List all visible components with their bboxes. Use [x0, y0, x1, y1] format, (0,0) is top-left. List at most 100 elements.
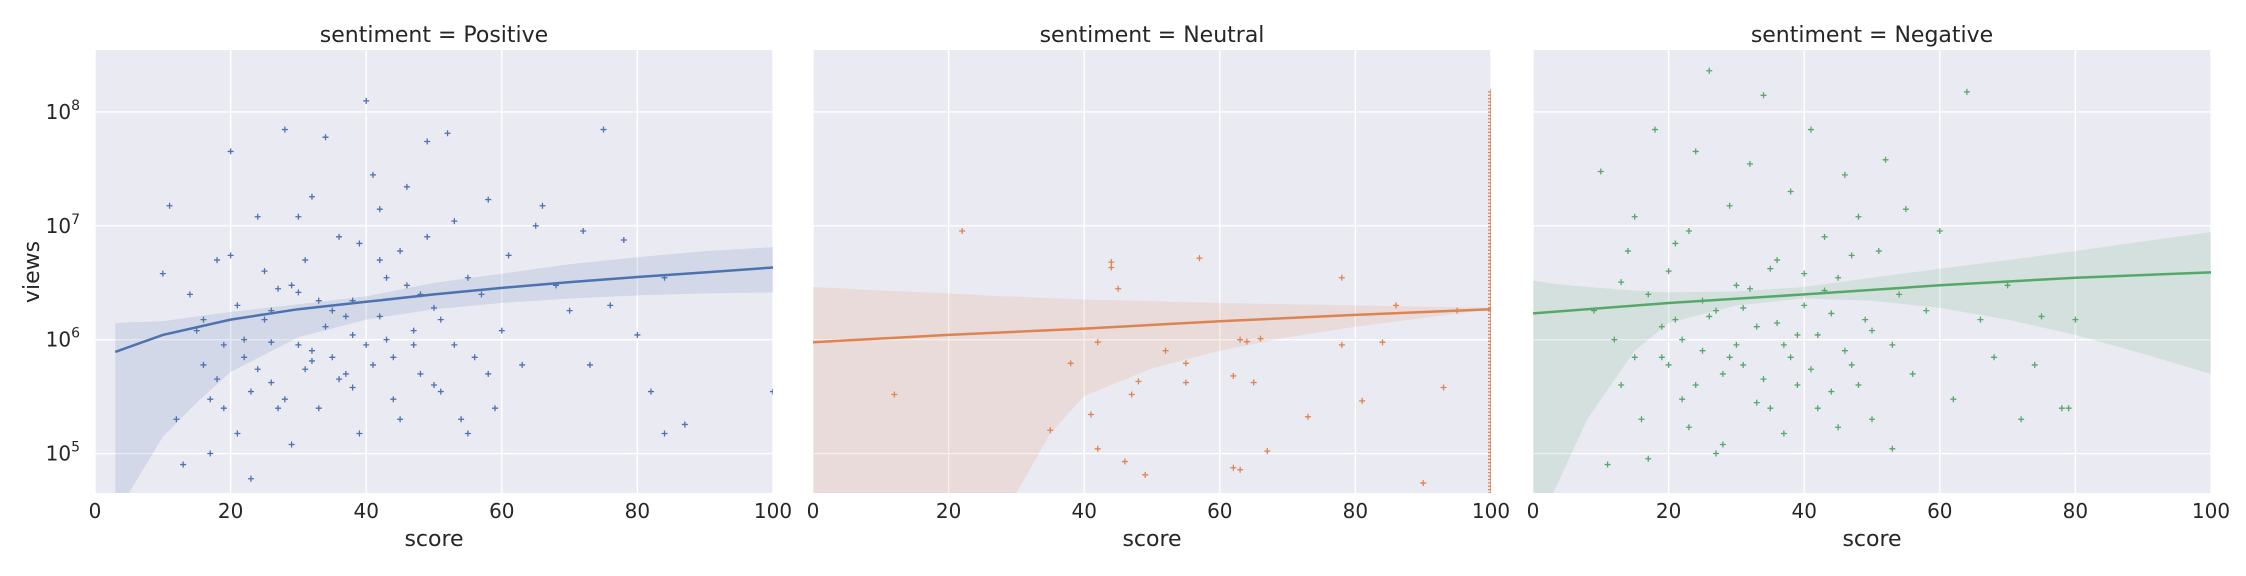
points-positive: [159, 97, 773, 482]
data-point-negative: [1787, 354, 1794, 361]
data-point-positive: [234, 430, 241, 437]
data-point-neutral: [1264, 448, 1271, 455]
trend-line-positive: [114, 266, 773, 354]
data-point-neutral: [1108, 264, 1115, 271]
data-point-neutral: [1488, 318, 1491, 325]
data-point-neutral: [1488, 223, 1491, 230]
x-tick-label-neutral: 100: [1472, 499, 1510, 523]
x-tick-label-negative: 100: [2192, 499, 2230, 523]
data-point-neutral: [1488, 186, 1491, 193]
data-point-positive: [342, 313, 349, 320]
data-point-positive: [580, 228, 587, 235]
data-point-positive: [492, 405, 499, 412]
data-point-neutral: [1488, 392, 1491, 399]
data-point-neutral: [1488, 119, 1491, 126]
data-point-neutral: [1488, 304, 1491, 311]
data-point-positive: [390, 354, 397, 361]
data-point-negative: [1604, 461, 1611, 468]
data-point-neutral: [1488, 372, 1491, 379]
plot-area-positive: [95, 50, 773, 493]
data-point-negative: [1807, 126, 1814, 133]
data-point-neutral: [1488, 334, 1491, 341]
data-point-negative: [1801, 270, 1808, 277]
data-point-negative: [1882, 156, 1889, 163]
data-point-neutral: [1488, 169, 1491, 176]
data-point-neutral: [1488, 405, 1491, 412]
data-point-neutral: [1488, 156, 1491, 163]
data-point-negative: [1991, 354, 1998, 361]
data-point-negative: [1652, 126, 1659, 133]
data-point-positive: [308, 193, 315, 200]
data-point-negative: [2065, 405, 2072, 412]
y-tick-label: 108: [46, 98, 80, 124]
data-point-neutral: [1087, 411, 1094, 418]
data-point-negative: [1774, 257, 1781, 264]
data-point-neutral: [1488, 129, 1491, 136]
data-point-neutral: [1488, 243, 1491, 250]
y-tick-label: 106: [46, 326, 80, 352]
data-point-negative: [1841, 171, 1848, 178]
data-point-neutral: [1488, 216, 1491, 223]
data-point-negative: [1855, 213, 1862, 220]
data-point-neutral: [1488, 196, 1491, 203]
data-point-neutral: [1488, 449, 1491, 456]
data-point-neutral: [1488, 368, 1491, 375]
data-point-negative: [1828, 310, 1835, 317]
data-point-neutral: [1128, 391, 1135, 398]
data-point-neutral: [1237, 336, 1244, 343]
y-tick-label: 107: [46, 212, 80, 238]
data-point-positive: [275, 405, 282, 412]
data-point-positive: [322, 323, 329, 330]
data-point-positive: [254, 366, 261, 373]
data-point-positive: [227, 252, 234, 259]
data-point-negative: [1706, 67, 1713, 74]
data-point-negative: [1801, 302, 1808, 309]
data-point-positive: [485, 196, 492, 203]
data-point-neutral: [1488, 398, 1491, 405]
data-point-negative: [1692, 148, 1699, 155]
data-point-negative: [1896, 291, 1903, 298]
data-point-positive: [295, 341, 302, 348]
data-point-positive: [431, 381, 437, 388]
data-point-positive: [471, 354, 478, 361]
data-point-negative: [1869, 416, 1875, 423]
data-point-negative: [1814, 331, 1821, 338]
data-point-positive: [431, 304, 437, 311]
data-point-negative: [1780, 430, 1787, 437]
data-point-positive: [634, 331, 641, 338]
data-point-neutral: [1488, 328, 1491, 335]
data-point-positive: [661, 430, 668, 437]
data-point-neutral: [1488, 294, 1491, 301]
y-axis-label: views: [20, 241, 45, 303]
data-point-neutral: [1488, 324, 1491, 331]
data-point-positive: [417, 370, 424, 377]
data-point-positive: [356, 240, 363, 247]
data-point-negative: [1713, 307, 1720, 314]
data-point-neutral: [1488, 139, 1491, 146]
data-point-neutral: [1420, 480, 1427, 487]
data-point-negative: [2058, 405, 2065, 412]
data-point-negative: [1807, 366, 1814, 373]
data-point-neutral: [1488, 240, 1491, 247]
data-point-neutral: [1488, 361, 1491, 368]
data-point-neutral: [1257, 335, 1264, 342]
data-point-neutral: [1182, 379, 1189, 386]
data-point-positive: [302, 257, 309, 264]
x-tick-label-neutral: 40: [1071, 499, 1096, 523]
data-point-neutral: [1488, 220, 1491, 227]
data-point-positive: [464, 274, 471, 281]
data-point-neutral: [1488, 355, 1491, 362]
facet-neutral: sentiment = Neutral 0 20 40 60 80 100 score: [807, 23, 1510, 552]
data-point-positive: [281, 126, 288, 133]
x-ticks-negative: 0 20 40 60 80 100: [1527, 499, 2230, 523]
data-point-positive: [437, 388, 444, 395]
data-point-negative: [1658, 354, 1665, 361]
data-point-positive: [349, 331, 356, 338]
data-point-neutral: [1488, 442, 1491, 449]
data-point-neutral: [1488, 287, 1491, 294]
data-point-positive: [261, 268, 268, 275]
x-axis-label-negative: score: [1842, 527, 1901, 552]
data-point-positive: [342, 370, 349, 377]
data-point-negative: [1692, 381, 1699, 388]
